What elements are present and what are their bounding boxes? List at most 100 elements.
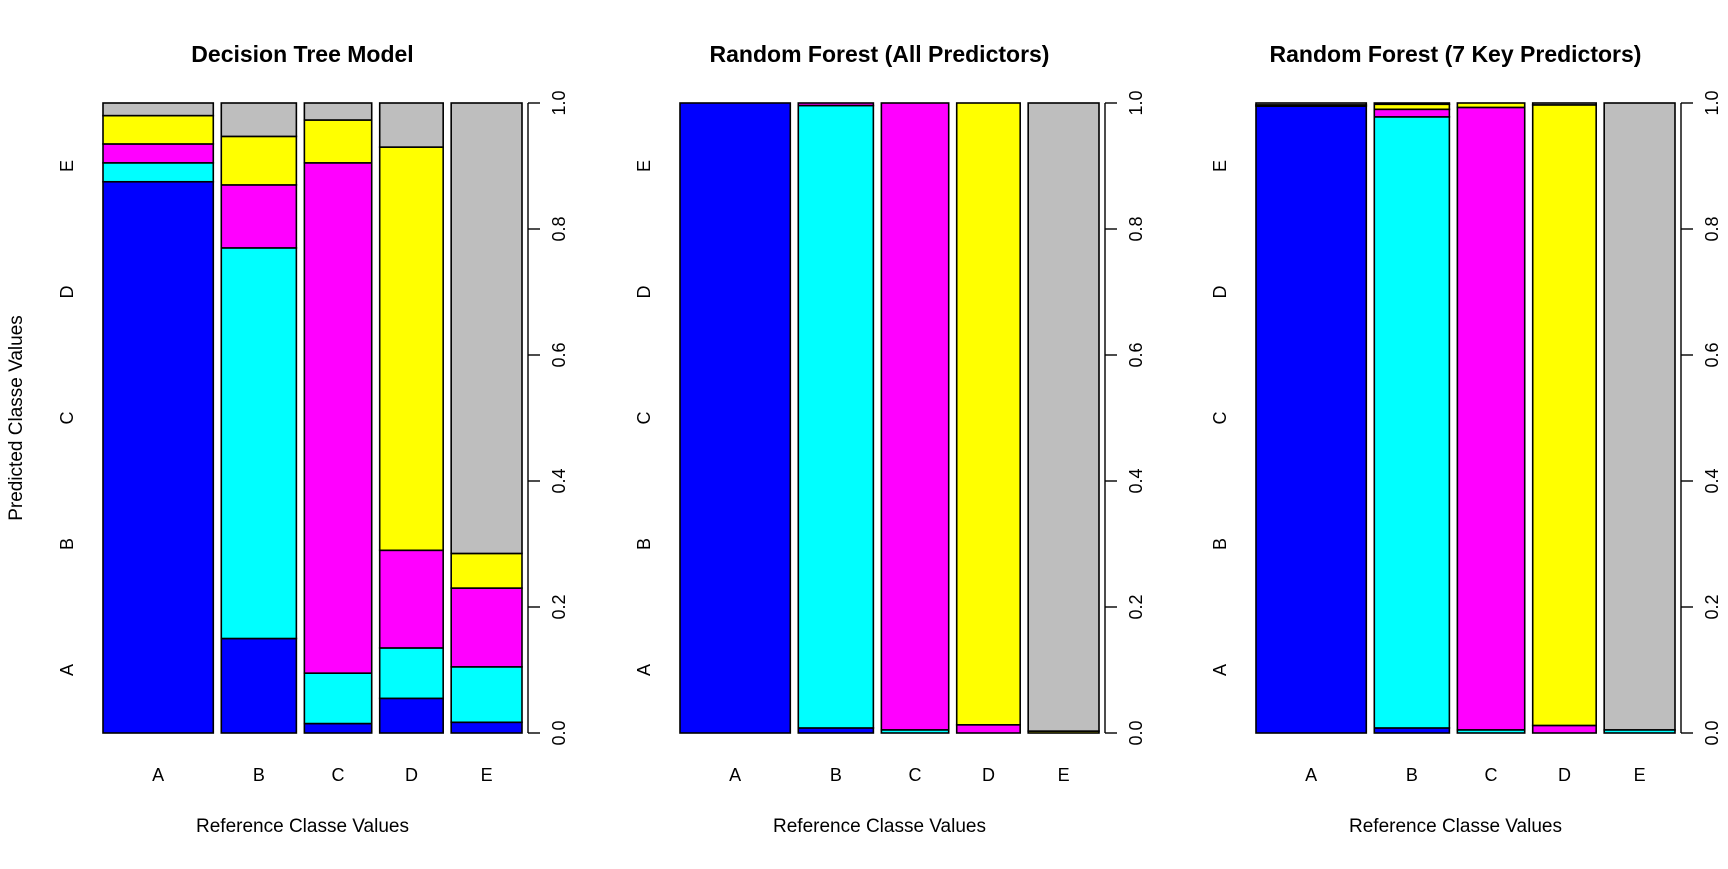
right-axis-tick-label: 0.8 — [1126, 216, 1146, 241]
right-axis-tick-label: 0.0 — [549, 720, 569, 745]
right-axis-tick-label: 0.6 — [549, 342, 569, 367]
mosaic-cell-B-D — [220, 135, 298, 186]
x-tick-label: E — [1058, 765, 1070, 785]
mosaic-cell-A-B — [102, 162, 215, 183]
x-tick-label: B — [1406, 765, 1418, 785]
y-category-label: C — [57, 412, 77, 425]
mosaic-cell-D-C — [378, 549, 444, 649]
y-category-label: A — [634, 664, 654, 676]
mosaic-cell-D-D — [955, 102, 1021, 726]
right-axis-tick-label: 0.8 — [1702, 216, 1722, 241]
y-category-label: B — [634, 538, 654, 550]
y-category-label: E — [57, 160, 77, 172]
x-tick-label: D — [1558, 765, 1571, 785]
mosaic-cell-C-D — [1456, 102, 1526, 109]
mosaic-cell-D-C — [955, 724, 1021, 734]
mosaic-cell-D-E — [378, 102, 444, 148]
y-category-label: A — [1210, 664, 1230, 676]
mosaic-cell-E-C — [450, 587, 523, 668]
right-axis-tick-label: 1.0 — [549, 90, 569, 115]
mosaic-cell-B-A — [220, 637, 298, 734]
mosaic-cell-B-B — [797, 104, 875, 729]
y-axis-label: Predicted Classe Values — [6, 315, 27, 521]
right-axis-tick-label: 1.0 — [1126, 90, 1146, 115]
x-axis-label: Reference Classe Values — [196, 816, 409, 837]
x-tick-label: E — [481, 765, 493, 785]
right-axis-tick-label: 0.4 — [1702, 468, 1722, 493]
right-axis-tick-label: 1.0 — [1702, 90, 1722, 115]
mosaic-cell-A-A — [102, 180, 215, 734]
mosaic-cell-A-A — [679, 102, 792, 734]
mosaic-cell-C-B — [303, 672, 373, 725]
mosaic-cell-B-E — [220, 102, 298, 138]
mosaic-cell-A-A — [1255, 105, 1368, 734]
y-category-label: A — [57, 664, 77, 676]
y-category-label: B — [57, 538, 77, 550]
right-axis-tick-label: 0.6 — [1126, 342, 1146, 367]
chart-title: Random Forest (All Predictors) — [710, 41, 1050, 67]
mosaic-cell-D-A — [378, 697, 444, 734]
y-category-label: D — [57, 286, 77, 299]
chart-title: Random Forest (7 Key Predictors) — [1270, 41, 1642, 67]
y-category-label: E — [1210, 160, 1230, 172]
right-axis-tick-label: 0.2 — [1126, 594, 1146, 619]
mosaic-cell-C-C — [880, 102, 950, 731]
x-tick-label: C — [1485, 765, 1498, 785]
x-tick-label: B — [253, 765, 265, 785]
mosaic-cell-C-A — [303, 722, 373, 734]
mosaic-cell-E-A — [450, 721, 523, 734]
x-tick-label: A — [1305, 765, 1317, 785]
right-axis-tick-label: 0.2 — [549, 594, 569, 619]
mosaic-cell-B-B — [1373, 116, 1451, 729]
mosaic-cell-E-D — [450, 552, 523, 589]
right-axis-tick-label: 0.2 — [1702, 594, 1722, 619]
right-axis-tick-label: 0.6 — [1702, 342, 1722, 367]
x-axis-label: Reference Classe Values — [773, 816, 986, 837]
mosaic-cell-A-D — [102, 114, 215, 145]
x-tick-label: A — [152, 765, 164, 785]
mosaic-cell-C-E — [303, 102, 373, 121]
mosaic-cell-C-C — [303, 162, 373, 674]
y-category-label: C — [1210, 412, 1230, 425]
mosaic-cell-E-E — [450, 102, 523, 555]
mosaic-cell-D-E — [1531, 102, 1597, 106]
y-category-label: D — [1210, 286, 1230, 299]
right-axis-tick-label: 0.4 — [549, 468, 569, 493]
x-axis-label: Reference Classe Values — [1349, 816, 1562, 837]
x-tick-label: C — [909, 765, 922, 785]
right-axis-tick-label: 0.8 — [549, 216, 569, 241]
x-tick-label: E — [1634, 765, 1646, 785]
mosaic-cell-B-C — [797, 102, 875, 107]
y-category-label: D — [634, 286, 654, 299]
mosaic-cell-B-C — [1373, 108, 1451, 118]
right-axis-tick-label: 0.4 — [1126, 468, 1146, 493]
mosaic-cell-C-C — [1456, 106, 1526, 731]
right-axis-tick-label: 0.0 — [1702, 720, 1722, 745]
y-category-label: E — [634, 160, 654, 172]
mosaic-cell-B-B — [220, 247, 298, 640]
y-category-label: C — [634, 412, 654, 425]
mosaic-cell-D-D — [1531, 104, 1597, 727]
x-tick-label: C — [332, 765, 345, 785]
mosaic-cell-C-D — [303, 119, 373, 164]
x-tick-label: D — [982, 765, 995, 785]
x-tick-label: A — [729, 765, 741, 785]
mosaic-cell-A-E — [102, 102, 215, 117]
chart-title: Decision Tree Model — [191, 41, 413, 67]
right-axis-tick-label: 0.0 — [1126, 720, 1146, 745]
y-category-label: B — [1210, 538, 1230, 550]
mosaic-cell-A-C — [102, 143, 215, 164]
mosaic-cell-E-E — [1603, 102, 1676, 731]
mosaic-cell-B-E — [1373, 102, 1451, 106]
mosaic-cell-D-D — [378, 146, 444, 552]
x-tick-label: B — [830, 765, 842, 785]
x-tick-label: D — [405, 765, 418, 785]
mosaic-cell-D-C — [1531, 724, 1597, 734]
mosaic-cell-A-E — [1255, 102, 1368, 106]
mosaic-cell-E-E — [1027, 102, 1100, 732]
mosaic-cell-B-C — [220, 184, 298, 249]
mosaic-cell-E-B — [450, 666, 523, 724]
mosaic-cell-D-B — [378, 647, 444, 700]
